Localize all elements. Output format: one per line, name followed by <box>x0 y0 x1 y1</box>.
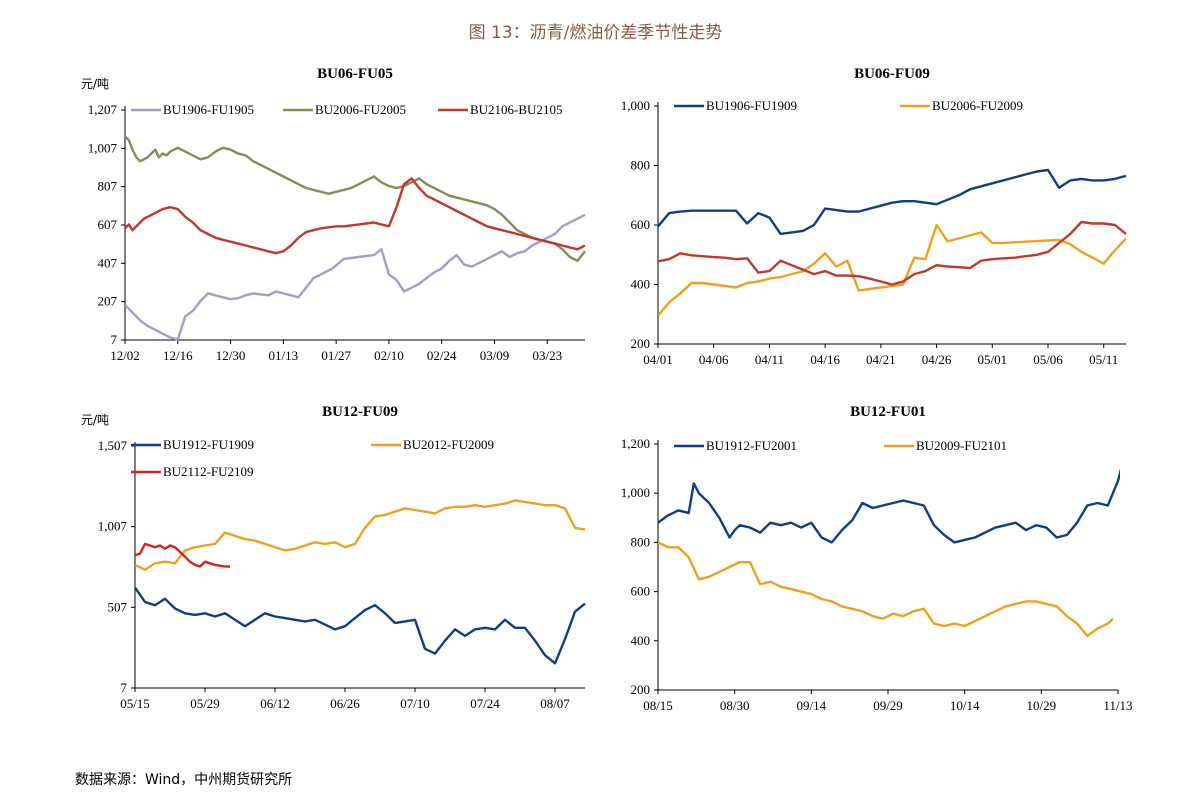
series-line-1 <box>658 168 1127 236</box>
series-line-1 <box>658 468 1120 544</box>
x-tick-label: 09/14 <box>797 698 827 713</box>
legend-entry: BU2006-FU2005 <box>283 102 406 117</box>
chart-title: BU06-FU05 <box>317 66 393 82</box>
x-tick-label: 10/29 <box>1027 698 1057 713</box>
legend-entry: BU2012-FU2009 <box>371 437 494 452</box>
x-tick-label: 05/11 <box>1089 352 1118 367</box>
x-tick-label: 07/10 <box>400 696 430 711</box>
x-tick-label: 06/26 <box>330 696 360 711</box>
x-tick-label: 03/23 <box>532 348 562 363</box>
x-tick-label: 11/13 <box>1103 698 1132 713</box>
x-tick-label: 07/24 <box>470 696 500 711</box>
y-tick-label: 200 <box>631 336 651 351</box>
y-tick-label: 507 <box>108 599 128 614</box>
y-tick-label: 1,000 <box>621 98 650 113</box>
chart-title: BU06-FU09 <box>854 66 930 82</box>
x-tick-label: 05/06 <box>1033 352 1063 367</box>
legend-entry: BU1906-FU1909 <box>674 98 797 113</box>
y-tick-label: 200 <box>631 682 651 697</box>
x-tick-label: 12/02 <box>110 348 140 363</box>
legend-entry: BU2112-FU2109 <box>131 464 254 479</box>
chart-bu12-fu01: BU12-FU01 200 400 600 800 1,000 1,200 08/15 08/3… <box>621 404 1133 713</box>
x-tick-label: 05/15 <box>120 696 150 711</box>
x-tick-label: 09/29 <box>873 698 903 713</box>
x-tick-label: 04/06 <box>699 352 729 367</box>
y-tick-label: 7 <box>121 680 128 695</box>
x-tick-label: 08/30 <box>720 698 750 713</box>
legend-entry: BU2009-FU2101 <box>884 438 1007 453</box>
y-unit-label: 元/吨 <box>81 413 109 427</box>
series-line-2 <box>658 223 1127 317</box>
y-tick-label: 1,207 <box>88 102 118 117</box>
y-tick-label: 407 <box>98 255 118 270</box>
y-tick-label: 607 <box>98 217 118 232</box>
series-line-1 <box>135 586 586 665</box>
series-line-3 <box>135 542 230 568</box>
chart-bu06-fu05: BU06-FU05 元/吨 7 207 407 607 807 1,007 1,207 12/02… <box>81 66 586 363</box>
x-tick-label: 05/01 <box>977 352 1007 367</box>
chart-bu06-fu09: BU06-FU09 200 400 600 800 1,000 04/01 04/06 04/1… <box>621 66 1127 367</box>
series-line-2 <box>135 499 586 571</box>
series-line-2 <box>125 135 586 263</box>
source-note: 数据来源：Wind，中州期货研究所 <box>75 772 293 788</box>
legend-label: BU1912-FU1909 <box>163 437 254 452</box>
x-tick-label: 02/24 <box>427 348 457 363</box>
legend-entry: BU1912-FU1909 <box>131 437 254 452</box>
legend-entry: BU2006-FU2009 <box>900 98 1023 113</box>
y-tick-label: 600 <box>631 217 651 232</box>
legend-entry: BU2106-BU2105 <box>438 102 562 117</box>
legend-label: BU1906-FU1905 <box>163 102 254 117</box>
y-tick-label: 1,007 <box>98 519 128 534</box>
chart-bu12-fu09: BU12-FU09 元/吨 7 507 1,007 1,507 05/15 05/29 06/1… <box>81 404 586 711</box>
y-tick-label: 400 <box>631 633 651 648</box>
y-tick-label: 807 <box>98 179 118 194</box>
y-tick-label: 1,200 <box>621 436 650 451</box>
y-tick-label: 600 <box>631 584 651 599</box>
x-tick-label: 01/13 <box>269 348 299 363</box>
x-tick-label: 01/27 <box>321 348 351 363</box>
x-tick-label: 04/01 <box>643 352 673 367</box>
x-tick-label: 04/21 <box>866 352 896 367</box>
x-tick-label: 08/15 <box>643 698 673 713</box>
y-tick-label: 1,000 <box>621 485 650 500</box>
x-tick-label: 12/16 <box>163 348 193 363</box>
x-tick-label: 12/30 <box>216 348 246 363</box>
x-tick-label: 04/16 <box>810 352 840 367</box>
chart-title: BU12-FU01 <box>850 404 926 420</box>
x-tick-label: 05/29 <box>190 696 220 711</box>
x-tick-label: 04/26 <box>922 352 952 367</box>
legend-label: BU1912-FU2001 <box>706 438 797 453</box>
y-tick-label: 207 <box>98 294 118 309</box>
series-line-3 <box>125 177 586 255</box>
series-line-3 <box>658 220 1127 286</box>
legend-label: BU2006-FU2009 <box>932 98 1023 113</box>
x-tick-label: 10/14 <box>950 698 980 713</box>
legend-label: BU2006-FU2005 <box>315 102 406 117</box>
y-tick-label: 800 <box>631 534 651 549</box>
x-tick-label: 06/12 <box>260 696 290 711</box>
chart-title: BU12-FU09 <box>322 404 398 420</box>
series-line-1 <box>125 213 586 341</box>
y-tick-label: 1,507 <box>98 438 128 453</box>
y-tick-label: 400 <box>631 277 651 292</box>
y-tick-label: 1,007 <box>88 140 118 155</box>
series-line-2 <box>658 541 1114 638</box>
y-tick-label: 800 <box>631 158 651 173</box>
x-tick-label: 04/11 <box>755 352 784 367</box>
figure-title: 图 13：沥青/燃油价差季节性走势 <box>468 23 723 43</box>
legend-label: BU2012-FU2009 <box>403 437 494 452</box>
x-tick-label: 02/10 <box>374 348 404 363</box>
y-tick-label: 7 <box>111 332 118 347</box>
legend-label: BU2106-BU2105 <box>470 102 562 117</box>
x-tick-label: 08/07 <box>540 696 570 711</box>
legend-entry: BU1912-FU2001 <box>674 438 797 453</box>
y-unit-label: 元/吨 <box>81 77 109 91</box>
x-tick-label: 03/09 <box>480 348 510 363</box>
legend-label: BU1906-FU1909 <box>706 98 797 113</box>
legend-label: BU2009-FU2101 <box>916 438 1007 453</box>
legend-entry: BU1906-FU1905 <box>131 102 254 117</box>
legend-label: BU2112-FU2109 <box>163 464 254 479</box>
